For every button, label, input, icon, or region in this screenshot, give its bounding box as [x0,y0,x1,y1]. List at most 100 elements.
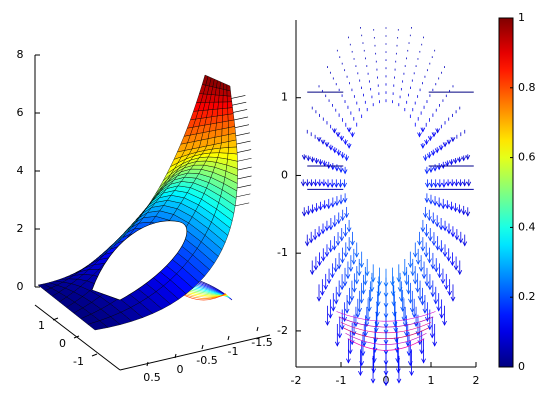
surface [37,74,238,331]
arrow-head [354,279,360,285]
arrow-head [305,210,311,216]
arrow-head [427,285,433,291]
arrow-head [441,182,447,188]
q-y-tick-label: 0 [281,168,288,181]
arrow-head [318,205,323,211]
arrow-head [373,327,379,333]
surface-patch [207,152,220,158]
arrow-head [423,156,428,162]
arrow-head [415,331,421,337]
arrow-head [320,290,325,296]
arrow-head [351,259,357,265]
arrow-head [446,229,452,235]
arrow-head [437,182,443,188]
arrow-head [334,341,340,347]
arrow-head [324,252,330,258]
arrow-head [354,252,360,258]
z-tick-label: 4 [17,164,24,177]
arrow-head [457,157,462,163]
quiver-arrows [300,27,474,387]
arrow-head [449,205,454,211]
arrow-head [440,204,446,210]
arrow-head [304,241,310,247]
contour [347,338,425,351]
arrow-head [424,231,429,237]
x-tick-label: -0.5 [196,354,217,367]
x-tick [201,344,204,350]
contour [345,332,427,345]
whisker [233,109,248,113]
whisker [237,157,252,162]
arrow-head [445,181,451,187]
arrow-head [450,296,456,302]
arrow-head [427,258,432,264]
arrow-head [435,245,441,251]
x-tick [146,361,149,367]
arrow-head [342,316,347,322]
arrow-head [462,181,468,187]
arrow-head [320,229,326,235]
arrow-head [316,232,322,238]
arrow-head [396,378,402,384]
arrow-head [332,222,338,228]
x-tick-label: -1.5 [251,336,272,349]
arrow-head [461,156,467,162]
arrow-head [432,201,438,207]
surface-patch [218,147,229,154]
arrow-head [344,213,349,219]
whisker [234,124,250,129]
arrow-head [430,219,436,225]
x-axis [119,334,271,371]
arrow-head [350,132,355,138]
arrow-head [326,204,332,210]
arrow-head [420,227,426,233]
surface-patch [216,108,223,117]
arrow-head [423,252,429,258]
arrow-head [408,298,413,304]
surface-patch [227,101,233,109]
x-tick-label: -1 [228,345,239,358]
arrow-head [461,210,467,216]
arrow-head [442,320,447,326]
arrow-head [335,132,341,138]
arrow-head [429,182,434,188]
arrow-head [342,182,347,188]
surface-patch [219,81,224,90]
arrow-head [436,202,442,208]
arrow-head [344,308,350,314]
arrow-head [450,137,456,143]
arrow-head [428,199,434,205]
arrow-head [425,316,430,322]
arrow-head [424,139,429,146]
arrow-head [347,349,353,355]
arrow-head [364,271,370,277]
surface-patch [210,115,218,125]
arrow-head [355,312,361,319]
arrow-head [450,232,456,238]
arrow-head [426,153,432,159]
q-x-tick-label: -1 [336,374,347,387]
arrow-head [314,158,319,165]
arrow-head [424,169,430,175]
arrow-head [317,260,322,267]
arrow-head [434,148,440,154]
arrow-head [336,219,342,225]
arrow-head [430,150,436,156]
arrow-head [332,148,338,154]
arrow-head [421,274,427,280]
surface-patch [222,107,229,116]
arrow-head [328,313,333,319]
arrow-head [323,284,329,291]
arrow-head [334,201,340,207]
x-tick [256,326,259,332]
surface-patch [221,120,229,130]
x-tick-label: 0.5 [143,371,161,384]
q-y-tick-label: -2 [277,324,288,337]
arrow-head [430,292,436,298]
arrow-head [324,142,330,148]
arrow-head [339,136,345,142]
surface-patch [211,108,219,117]
whisker [237,149,252,153]
arrow-head [336,264,342,270]
arrow-head [431,240,437,247]
